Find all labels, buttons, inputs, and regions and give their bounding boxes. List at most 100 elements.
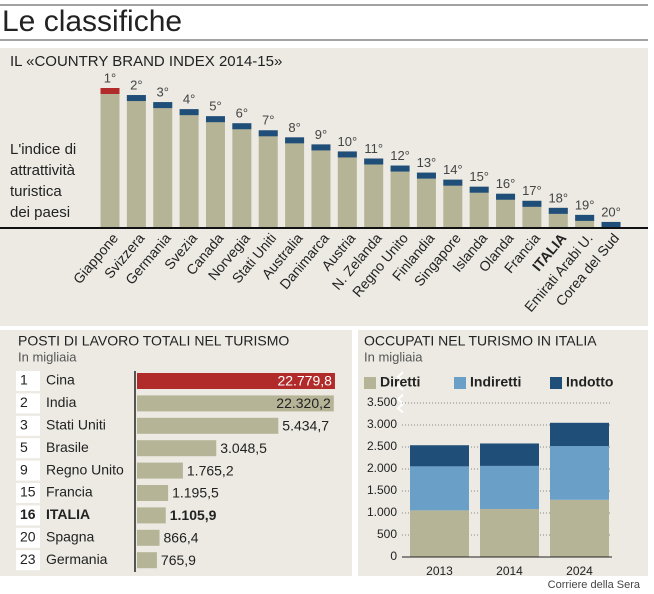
page-title: Le classifiche — [2, 5, 182, 38]
value-label: 3.048,5 — [220, 440, 267, 456]
rank-label: 4° — [183, 92, 195, 107]
value-label: 1.765,2 — [187, 462, 234, 478]
bar-cap — [258, 130, 278, 137]
bar-cap — [179, 109, 199, 116]
bar — [258, 130, 278, 228]
bar-cap — [443, 179, 463, 186]
rank: 9 — [20, 461, 28, 477]
rank-cell — [16, 527, 40, 548]
bar — [364, 158, 384, 228]
bar — [137, 552, 157, 569]
rank-cell — [16, 438, 40, 459]
annotation: dei paesi — [10, 204, 70, 221]
y-tick-label: Cina — [46, 372, 75, 388]
bar-cap — [205, 116, 225, 123]
value-label: 1.105,9 — [170, 507, 217, 523]
y-tick-label: ITALIA — [46, 506, 90, 522]
bar-segment — [480, 509, 539, 557]
legend-label: Indotto — [566, 374, 613, 390]
rank: 23 — [20, 551, 36, 567]
y-tick-label: 3.500 — [367, 395, 397, 409]
rank-label: 17° — [522, 183, 542, 198]
bar — [443, 179, 463, 228]
annotation: L'indice di — [10, 141, 76, 158]
bar-cap — [337, 151, 357, 158]
legend-label: Diretti — [380, 374, 420, 390]
source: Corriere della Sera — [548, 579, 641, 591]
y-tick-label: 2.000 — [367, 461, 397, 475]
rank-label: 19° — [575, 197, 595, 212]
rank: 15 — [20, 484, 36, 500]
bar — [205, 116, 225, 228]
rank: 16 — [20, 506, 36, 522]
bar-cap — [601, 221, 621, 228]
bar — [137, 485, 169, 501]
rank-label: 12° — [390, 148, 410, 163]
bar — [416, 172, 436, 228]
bar-cap — [548, 207, 568, 214]
bar-segment — [550, 446, 609, 500]
bar — [137, 462, 183, 479]
value-label: 22.320,2 — [276, 395, 331, 411]
bar — [469, 186, 489, 228]
chart2-title: POSTI DI LAVORO TOTALI NEL TURISMO — [18, 333, 289, 349]
rank-label: 20° — [601, 204, 621, 219]
bar-cap — [311, 144, 331, 151]
rank-label: 16° — [496, 176, 516, 191]
bar — [311, 144, 331, 228]
y-tick-label: Germania — [46, 551, 108, 567]
y-tick-label: 0 — [390, 549, 397, 563]
rank-label: 7° — [262, 113, 274, 128]
bar — [522, 200, 542, 228]
bar-cap — [126, 95, 146, 102]
y-tick-label: Spagna — [46, 529, 94, 545]
chart2-subtitle: In migliaia — [18, 349, 77, 364]
rank-cell — [16, 415, 40, 436]
bar-segment — [410, 445, 469, 467]
rank-label: 18° — [548, 190, 568, 205]
axis-break — [396, 371, 405, 391]
legend-swatch — [364, 377, 376, 389]
bar-cap — [522, 200, 542, 207]
annotation: turistica — [10, 183, 62, 200]
bar-segment — [550, 499, 609, 557]
y-tick-label: Francia — [46, 484, 93, 500]
bar-cap — [100, 88, 120, 94]
bar-segment — [410, 510, 469, 557]
rank-cell — [16, 483, 40, 503]
bar-cap — [575, 214, 595, 221]
rank-label: 14° — [443, 162, 463, 177]
rank-label: 10° — [337, 134, 357, 149]
bar-segment — [480, 465, 539, 510]
bar — [137, 395, 334, 412]
rank-label: 1° — [104, 70, 116, 85]
value-label: 765,9 — [161, 552, 196, 568]
bar — [137, 507, 166, 524]
rank: 1 — [20, 372, 28, 388]
chart3-subtitle: In migliaia — [364, 349, 423, 364]
rank-label: 5° — [209, 99, 221, 114]
value-label: 5.434,7 — [282, 418, 329, 434]
rank-label: 3° — [157, 85, 169, 100]
rank-cell — [16, 550, 40, 571]
y-tick-label: 1.500 — [367, 483, 397, 497]
rank: 5 — [20, 439, 28, 455]
bar-segment — [550, 422, 609, 447]
rank: 3 — [20, 417, 28, 433]
bar-cap — [232, 123, 252, 130]
bar — [126, 95, 146, 228]
rank-cell — [16, 393, 40, 414]
rank-label: 8° — [288, 120, 300, 135]
y-tick-label: 1.000 — [367, 505, 397, 519]
x-tick-label: 2013 — [426, 564, 453, 578]
legend-swatch — [550, 377, 562, 389]
rank-label: 6° — [236, 106, 248, 121]
annotation: attrattività — [10, 162, 76, 179]
y-tick-label: Regno Unito — [46, 461, 124, 477]
rank-cell — [16, 371, 40, 391]
bar — [153, 102, 173, 228]
bar — [137, 417, 279, 434]
rank-label: 9° — [315, 127, 327, 142]
value-label: 866,4 — [164, 530, 199, 546]
rank-label: 15° — [469, 169, 489, 184]
